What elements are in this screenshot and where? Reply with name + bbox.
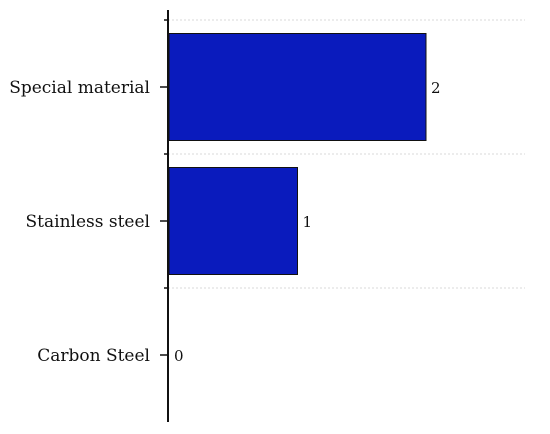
grid-layer — [168, 19, 525, 289]
data-label: 1 — [303, 213, 313, 231]
data-label: 0 — [174, 347, 184, 365]
bar — [168, 33, 427, 141]
bars-layer — [168, 33, 427, 275]
category-label: Special material — [9, 78, 150, 98]
labels-layer: Special material 2 Stainless steel 1 Carbon … — [9, 78, 440, 366]
category-label: Stainless steel — [26, 212, 150, 232]
data-label: 2 — [431, 79, 441, 97]
category-label: Carbon Steel — [37, 346, 150, 366]
axis-layer — [160, 10, 169, 422]
bar — [168, 167, 298, 275]
